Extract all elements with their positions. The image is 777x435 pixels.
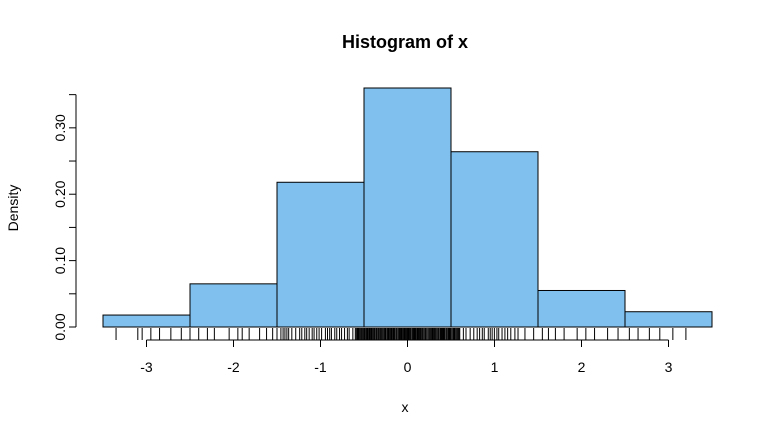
y-tick-label: 0.10 [52,247,68,274]
x-axis-label: x [402,399,409,415]
chart-title: Histogram of x [342,32,468,52]
x-tick-label: 2 [578,359,586,375]
x-tick-label: -3 [140,359,153,375]
y-tick-label: 0.30 [52,114,68,141]
histogram-bar [537,289,626,328]
histogram-bar [276,181,365,328]
y-tick-label: 0.00 [52,313,68,340]
histogram-bar [363,87,452,328]
x-tick-label: 3 [665,359,673,375]
x-axis: -3 -2 -1 0 1 2 3 [140,339,673,375]
rug-marks [115,328,687,340]
x-tick-label: -1 [314,359,327,375]
histogram-bars [102,87,713,328]
histogram-bar [450,151,539,328]
x-tick-label: 0 [404,359,412,375]
y-axis-label: Density [5,185,21,232]
histogram-bar [189,283,278,328]
histogram-bar [624,311,713,328]
x-tick-label: 1 [491,359,499,375]
y-axis: 0.00 0.10 0.20 0.30 [52,94,77,341]
x-tick-label: -2 [227,359,240,375]
y-tick-label: 0.20 [52,180,68,207]
histogram-bar [102,314,191,328]
